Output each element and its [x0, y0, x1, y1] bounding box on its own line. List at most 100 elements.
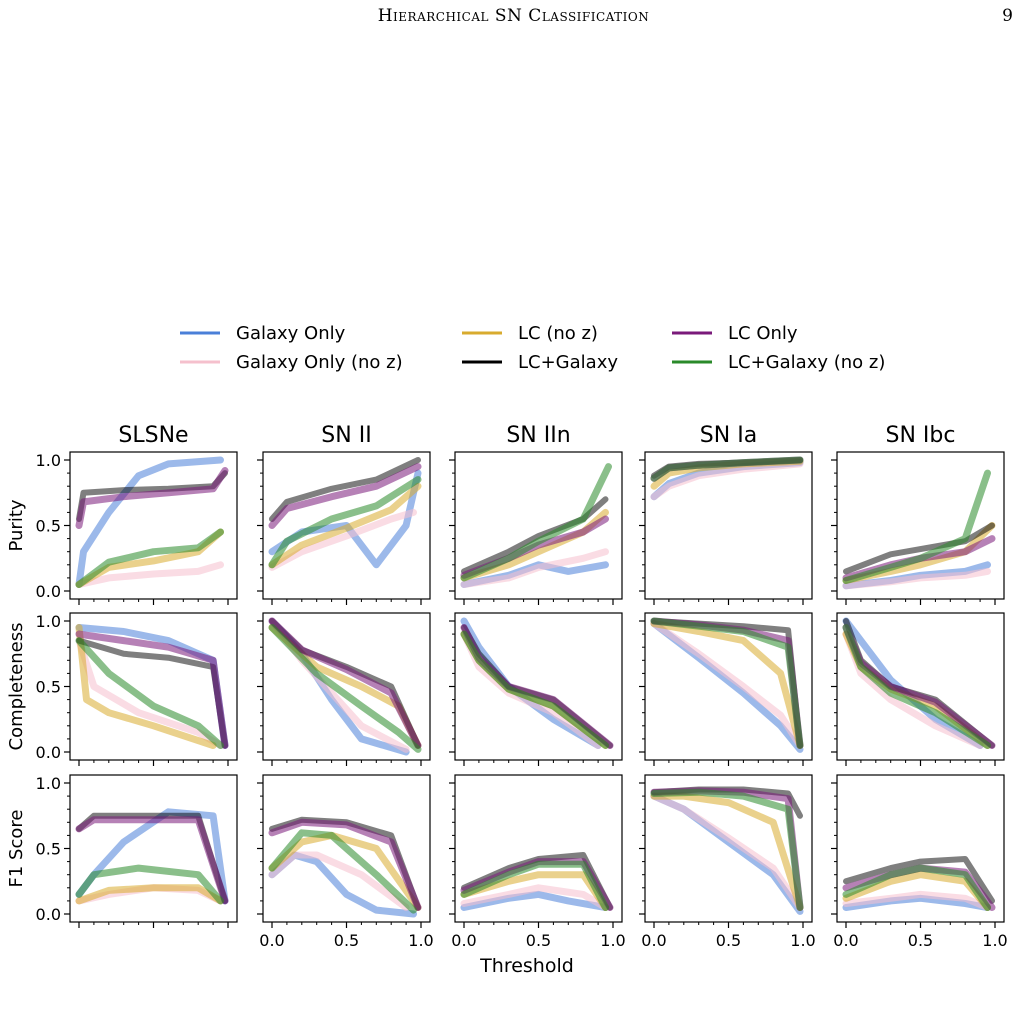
- x-tick-label: 1.0: [600, 931, 625, 950]
- column-title-sn-ii: SN II: [321, 423, 371, 448]
- series-galaxy-only: [460, 890, 609, 911]
- legend-entry-lc-galaxy: LC+Galaxy: [462, 352, 618, 373]
- series-galaxy-only-no-z: [75, 561, 224, 588]
- panel-completeness-sn-ia: [639, 612, 813, 766]
- legend-entry-lc-only: LC Only: [672, 323, 798, 344]
- series-lc-galaxy-no-z: [75, 864, 224, 905]
- x-tick-label: 0.0: [451, 931, 476, 950]
- y-tick-label: 0.0: [36, 905, 61, 924]
- x-tick-label: 0.5: [334, 931, 359, 950]
- row-label-f1-score: F1 Score: [6, 810, 27, 888]
- legend-label: Galaxy Only: [236, 323, 346, 344]
- series-lc-galaxy-no-z: [650, 456, 804, 482]
- y-tick-label: 0.5: [36, 517, 61, 536]
- panel-purity-sn-iin: [449, 451, 623, 605]
- series-lc-galaxy-no-z: [650, 617, 804, 749]
- column-title-slsne: SLSNe: [118, 423, 188, 448]
- series-lc-galaxy-no-z: [75, 528, 224, 588]
- series-lc-galaxy-no-z: [268, 829, 417, 914]
- series-lc-galaxy-no-z: [460, 860, 609, 911]
- series-lc-galaxy: [843, 856, 995, 904]
- series-lc-no-z: [650, 792, 804, 911]
- y-tick-label: 1.0: [36, 612, 61, 631]
- series-lc-galaxy-no-z: [460, 463, 612, 582]
- x-axis-label: Threshold: [479, 955, 574, 977]
- legend-label: LC+Galaxy (no z): [728, 352, 885, 373]
- series-lc-galaxy-no-z: [842, 469, 991, 584]
- row-label-completeness: Completeness: [6, 623, 27, 751]
- legend-entry-lc-no-z: LC (no z): [462, 323, 598, 344]
- series-galaxy-only-no-z: [650, 460, 804, 501]
- series-galaxy-only-no-z: [268, 508, 417, 571]
- series-lc-only: [75, 630, 229, 749]
- series-lc-galaxy-no-z: [460, 630, 609, 749]
- y-tick-label: 1.0: [36, 451, 61, 470]
- series-lc-galaxy-no-z: [842, 624, 991, 749]
- legend-label: Galaxy Only (no z): [236, 352, 403, 373]
- x-tick-label: 1.0: [790, 931, 815, 950]
- panel-f1-score-sn-iin: 0.0 0.5 1.0: [449, 774, 626, 950]
- x-tick-label: 0.0: [259, 931, 284, 950]
- series-lc-only: [75, 467, 229, 529]
- panel-f1-score-slsne: 0.0 0.5 1.0: [36, 774, 238, 928]
- series-galaxy-only: [650, 792, 804, 915]
- legend-entry-galaxy-only: Galaxy Only: [180, 323, 346, 344]
- y-tick-label: 0.0: [36, 743, 61, 762]
- series-lc-galaxy: [843, 522, 995, 575]
- panel-completeness-sn-ii: [257, 612, 431, 766]
- legend-entry-lc-galaxy-no-z: LC+Galaxy (no z): [672, 352, 885, 373]
- row-label-purity: Purity: [6, 499, 27, 551]
- panel-completeness-sn-iin: [449, 612, 623, 766]
- x-tick-label: 1.0: [408, 931, 433, 950]
- panel-completeness-sn-ibc: [831, 612, 1005, 766]
- x-tick-label: 0.0: [641, 931, 666, 950]
- x-tick-label: 0.5: [716, 931, 741, 950]
- series-lc-galaxy-no-z: [650, 788, 804, 911]
- series-lc-only: [75, 816, 229, 905]
- series-galaxy-only-no-z: [460, 548, 609, 588]
- x-tick-label: 0.5: [526, 931, 551, 950]
- legend-label: LC+Galaxy: [518, 352, 618, 373]
- panel-purity-sn-ii: [257, 451, 431, 605]
- series-lc-only: [268, 463, 422, 529]
- panel-f1-score-sn-ibc: 0.0 0.5 1.0: [831, 774, 1008, 950]
- panel-completeness-slsne: 0.0 0.5 1.0: [36, 612, 238, 766]
- series-lc-galaxy: [269, 457, 421, 522]
- panel-f1-score-sn-ia: 0.0 0.5 1.0: [639, 774, 816, 950]
- column-title-sn-iin: SN IIn: [506, 423, 570, 448]
- series-galaxy-only-no-z: [650, 620, 804, 749]
- panel-purity-slsne: 0.0 0.5 1.0: [36, 451, 238, 605]
- column-title-sn-ia: SN Ia: [700, 423, 757, 448]
- panel-purity-sn-ia: [639, 451, 813, 605]
- series-lc-galaxy: [461, 496, 609, 575]
- y-tick-label: 0.0: [36, 582, 61, 601]
- series-galaxy-only-no-z: [842, 890, 991, 911]
- series-lc-galaxy-no-z: [268, 476, 422, 569]
- x-tick-label: 1.0: [982, 931, 1007, 950]
- series-galaxy-only-no-z: [650, 792, 804, 911]
- series-galaxy-only-no-z: [842, 567, 991, 590]
- legend-label: LC Only: [728, 323, 798, 344]
- series-lc-no-z: [268, 482, 422, 569]
- series-galaxy-only-no-z: [460, 884, 609, 911]
- panel-f1-score-sn-ii: 0.0 0.5 1.0: [257, 774, 434, 950]
- series-lc-galaxy-no-z: [268, 624, 422, 753]
- y-tick-label: 1.0: [36, 774, 61, 793]
- series-lc-no-z: [75, 884, 224, 905]
- series-galaxy-only: [842, 617, 984, 749]
- column-title-sn-ibc: SN Ibc: [886, 423, 956, 448]
- page-header-title: Hierarchical SN Classification: [377, 6, 650, 26]
- panel-purity-sn-ibc: [831, 451, 1005, 605]
- series-lc-only: [268, 617, 422, 749]
- legend-entry-galaxy-only-no-z: Galaxy Only (no z): [180, 352, 403, 373]
- legend-label: LC (no z): [518, 323, 598, 344]
- series-lc-no-z: [650, 620, 804, 749]
- series-lc-no-z: [75, 624, 217, 749]
- x-tick-label: 0.0: [833, 931, 858, 950]
- y-tick-label: 0.5: [36, 840, 61, 859]
- series-lc-galaxy-no-z: [75, 637, 224, 749]
- page-number: 9: [1002, 6, 1013, 26]
- series-lc-only: [268, 818, 422, 911]
- x-tick-label: 0.5: [908, 931, 933, 950]
